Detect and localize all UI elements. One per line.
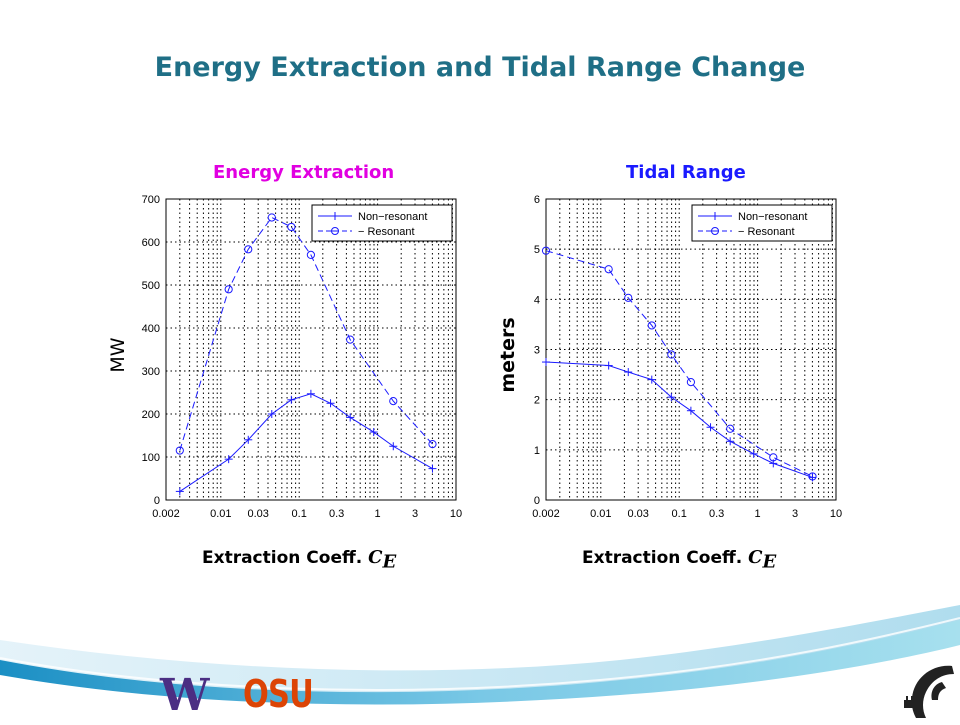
tidal-resonant-point xyxy=(647,321,656,330)
energy-legend-label: Non−resonant xyxy=(358,211,427,223)
tidal-resonant-point xyxy=(808,472,817,481)
energy-x-axis-label-text: Extraction Coeff. xyxy=(202,548,363,568)
energy-x-tick-label: 10 xyxy=(450,508,462,520)
tidal-x-tick-label: 10 xyxy=(830,508,842,520)
energy-y-tick-label: 300 xyxy=(142,366,160,378)
energy-non-resonant-point xyxy=(306,389,315,398)
energy-plot-frame xyxy=(165,198,457,501)
energy-resonant-point xyxy=(267,213,276,222)
energy-non-resonant-point xyxy=(326,399,335,408)
tidal-legend-label: − Resonant xyxy=(738,226,795,238)
energy-legend-label: − Resonant xyxy=(358,226,415,238)
footer-wave-decoration xyxy=(0,605,960,720)
energy-chart-title: Energy Extraction xyxy=(213,162,395,183)
tidal-resonant-point xyxy=(667,350,676,359)
tidal-y-tick-label: 5 xyxy=(534,244,540,256)
energy-legend xyxy=(311,204,453,242)
energy-non-resonant-point xyxy=(389,442,398,451)
tidal-x-tick-label: 0.01 xyxy=(590,508,611,520)
energy-x-tick-label: 0.01 xyxy=(210,508,231,520)
energy-resonant-point xyxy=(389,397,398,406)
tidal-non-resonant-point xyxy=(686,406,695,415)
energy-y-tick-label: 100 xyxy=(142,452,160,464)
energy-resonant-line xyxy=(179,216,433,451)
tidal-x-tick-label: 3 xyxy=(792,508,798,520)
tidal-x-tick-label: 0.002 xyxy=(532,508,560,520)
energy-non-resonant-point xyxy=(428,464,437,473)
energy-x-tick-label: 3 xyxy=(412,508,418,520)
tidal-non-resonant-point xyxy=(749,449,758,458)
energy-non-resonant-point xyxy=(267,410,276,418)
tidal-resonant-point xyxy=(624,293,633,302)
tidal-x-axis-label-text: Extraction Coeff. xyxy=(582,548,743,568)
energy-y-tick-label: 200 xyxy=(142,409,160,421)
energy-x-tick-label: 0.3 xyxy=(329,508,344,520)
energy-non-resonant-point xyxy=(346,413,355,422)
energy-y-tick-label: 0 xyxy=(154,495,160,507)
tidal-y-tick-label: 1 xyxy=(534,445,540,457)
tidal-x-axis-subscript: E xyxy=(762,551,777,573)
energy-resonant-point xyxy=(306,250,315,260)
energy-y-tick-label: 700 xyxy=(142,194,160,206)
tidal-plot-frame xyxy=(545,198,837,501)
energy-non-resonant-point xyxy=(175,487,184,496)
tidal-y-tick-label: 6 xyxy=(534,194,540,206)
tidal-y-tick-label: 3 xyxy=(534,345,540,357)
tidal-non-resonant-point xyxy=(706,423,715,432)
energy-extraction-chart: 0.002 0.01 0.03 0.1 0.3 1 3 1001002003004005006… xyxy=(142,194,462,520)
energy-y-tick-label: 500 xyxy=(142,280,160,292)
tidal-x-tick-label: 0.03 xyxy=(627,508,648,520)
tidal-y-tick-label: 0 xyxy=(534,495,540,507)
energy-resonant-point xyxy=(244,245,253,254)
tidal-resonant-point xyxy=(726,424,735,433)
osu-logo: OSU xyxy=(243,672,314,716)
tidal-resonant-point xyxy=(769,453,778,462)
energy-y-axis-label: MW xyxy=(107,337,129,373)
energy-non-resonant-point xyxy=(244,435,253,444)
tidal-range-chart: 0.002 0.01 0.03 0.1 0.3 1 3 10 0 1 2 3 4 5 6 Non−resona… xyxy=(532,194,842,520)
tidal-x-axis-symbol: C xyxy=(748,547,763,568)
energy-non-resonant-point xyxy=(369,428,378,437)
energy-x-tick-label: 0.002 xyxy=(152,508,180,520)
energy-non-resonant-point xyxy=(287,395,296,404)
tidal-x-tick-label: 0.1 xyxy=(672,508,687,520)
tidal-non-resonant-point xyxy=(542,358,550,367)
energy-x-tick-label: 0.03 xyxy=(247,508,268,520)
energy-x-axis-label: Extraction Coeff. CE xyxy=(202,547,396,572)
energy-x-axis-symbol: C xyxy=(368,547,383,568)
energy-non-resonant-point xyxy=(224,455,233,464)
tidal-non-resonant-point xyxy=(604,361,613,370)
energy-resonant-point xyxy=(346,335,355,344)
tidal-y-tick-label: 2 xyxy=(534,395,540,407)
energy-y-tick-label: 400 xyxy=(142,323,160,335)
uw-logo: W xyxy=(160,670,209,721)
energy-resonant-point xyxy=(287,222,296,232)
tidal-legend xyxy=(691,204,833,242)
tidal-x-tick-label: 0.3 xyxy=(709,508,724,520)
tidal-chart-title: Tidal Range xyxy=(626,162,746,183)
tidal-y-tick-label: 4 xyxy=(534,294,540,306)
energy-y-tick-label: 600 xyxy=(142,237,160,249)
tidal-x-tick-label: 1 xyxy=(755,508,761,520)
tidal-legend-label: Non−resonant xyxy=(738,211,807,223)
tidal-resonant-line xyxy=(545,250,813,477)
slide-title: Energy Extraction and Tidal Range Change xyxy=(154,52,806,83)
energy-x-tick-label: 0.1 xyxy=(292,508,307,520)
tidal-non-resonant-point xyxy=(647,375,656,384)
energy-resonant-point xyxy=(224,285,233,294)
tidal-non-resonant-point xyxy=(667,393,676,402)
tidal-non-resonant-point xyxy=(624,368,633,377)
energy-resonant-point xyxy=(175,446,184,455)
energy-x-tick-label: 1 xyxy=(375,508,381,520)
tidal-non-resonant-point xyxy=(726,437,735,446)
tidal-resonant-point xyxy=(604,265,613,274)
tidal-x-axis-label: Extraction Coeff. CE xyxy=(582,547,776,572)
energy-x-axis-subscript: E xyxy=(382,551,397,573)
tidal-y-axis-label: meters xyxy=(497,317,519,393)
tidal-resonant-point xyxy=(686,378,695,387)
tidal-resonant-point xyxy=(541,246,551,255)
wave-plug-icon xyxy=(902,660,960,720)
energy-resonant-point xyxy=(428,440,437,449)
